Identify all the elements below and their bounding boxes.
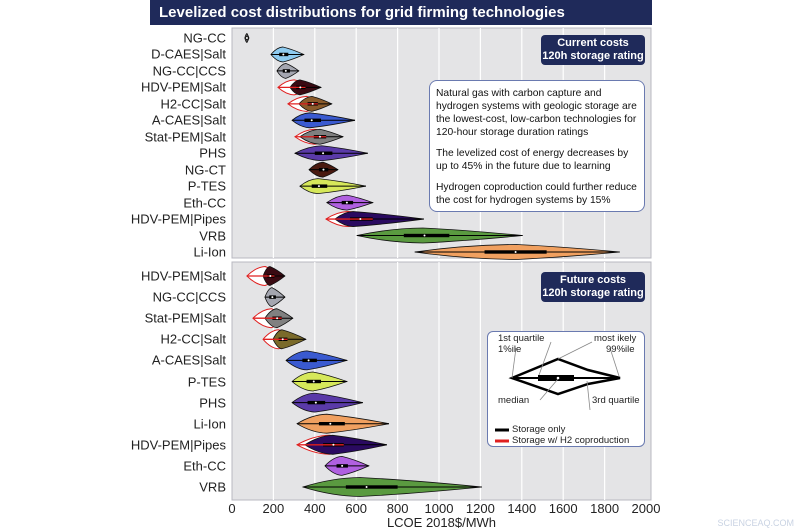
iqr-bar: [403, 233, 450, 238]
median-dot: [341, 464, 344, 467]
median-dot: [365, 486, 368, 488]
category-label: NG-CC|CCS: [152, 63, 226, 79]
median-dot: [269, 275, 272, 277]
category-label: HDV-PEM|Salt: [140, 268, 226, 284]
category-label: A-CAES|Salt: [151, 112, 226, 128]
legend-label-q3: 3rd quartile: [592, 395, 640, 406]
median-dot: [318, 135, 321, 138]
category-label: HDV-PEM|Pipes: [130, 211, 226, 227]
median-dot: [312, 380, 315, 383]
category-label: Stat-PEM|Salt: [144, 310, 226, 326]
median-dot: [322, 168, 325, 171]
x-tick-label: 1200: [465, 501, 495, 516]
legend-label-p1: 1%ile: [498, 344, 522, 355]
median-dot: [322, 152, 325, 155]
panel-label-line2: 120h storage rating: [542, 50, 644, 62]
x-tick-label: 1000: [424, 501, 454, 516]
future-costs-badge: Future costs 120h storage rating: [541, 272, 645, 302]
iqr-bar: [345, 485, 398, 489]
legend-median-dot: [556, 376, 560, 380]
median-dot: [281, 338, 284, 341]
category-label: VRB: [199, 479, 226, 495]
legend-label-q1: 1st quartile: [498, 333, 545, 344]
iqr-bar: [318, 422, 345, 426]
x-tick-label: 400: [303, 501, 326, 516]
x-tick-label: 200: [262, 501, 285, 516]
panel-label-line2: 120h storage rating: [542, 287, 644, 299]
annotation-2: The levelized cost of energy decreases b…: [436, 148, 629, 172]
legend-entry-h2-coproduction: Storage w/ H2 coproduction: [512, 435, 630, 446]
category-label: Eth-CC: [183, 195, 226, 211]
category-label: Li-Ion: [193, 416, 226, 432]
legend-iqr-bar: [538, 375, 574, 381]
current-costs-badge: Current costs 120h storage rating: [541, 35, 645, 65]
legend-entry-storage-only: Storage only: [512, 424, 566, 435]
annotation-1: Natural gas with carbon capture and hydr…: [436, 88, 637, 138]
median-dot: [423, 234, 426, 237]
median-dot: [311, 102, 314, 105]
category-label: D-CAES|Salt: [151, 46, 226, 62]
median-dot: [310, 119, 313, 122]
median-dot: [314, 401, 317, 404]
median-dot: [307, 359, 310, 362]
x-tick-label: 1400: [507, 501, 537, 516]
median-dot: [276, 317, 279, 320]
category-label: H2-CC|Salt: [160, 96, 226, 112]
category-label: PHS: [199, 145, 226, 161]
median-dot: [245, 37, 248, 39]
iqr-bar: [302, 358, 317, 363]
iqr-bar: [304, 118, 322, 122]
legend-violin-diagram: [495, 341, 621, 443]
x-tick-label: 800: [386, 501, 409, 516]
median-dot: [514, 250, 517, 253]
median-dot: [282, 53, 285, 56]
x-axis-label: LCOE 2018$/MWh: [386, 515, 497, 530]
x-tick-label: 1800: [590, 501, 620, 516]
category-label: HDV-PEM|Pipes: [130, 437, 226, 453]
category-label: A-CAES|Salt: [151, 352, 226, 368]
category-label: PHS: [199, 395, 226, 411]
median-dot: [271, 296, 274, 299]
x-tick-label: 600: [345, 501, 368, 516]
panel-label-line1: Current costs: [557, 37, 629, 49]
median-dot: [345, 201, 348, 204]
category-label: NG-CC: [183, 30, 226, 46]
category-label: NG-CT: [184, 162, 226, 178]
legend: 1st quartile most ikely 1%ile 99%ile med…: [487, 331, 645, 447]
x-tick-label: 2000: [631, 501, 661, 516]
category-label: P-TES: [187, 178, 226, 194]
watermark: SCIENCEAQ.COM: [717, 518, 794, 528]
category-label: H2-CC|Salt: [160, 331, 226, 347]
category-label: Li-Ion: [193, 244, 226, 260]
legend-label-median: median: [498, 395, 530, 406]
panel-label-line1: Future costs: [559, 274, 626, 286]
median-dot: [332, 443, 335, 446]
category-label: HDV-PEM|Salt: [140, 79, 226, 95]
median-dot: [284, 69, 287, 72]
median-dot: [299, 86, 302, 89]
median-dot: [317, 185, 320, 188]
category-label: Eth-CC: [183, 458, 226, 474]
x-tick-label: 1600: [548, 501, 578, 516]
annotation-box: Natural gas with carbon capture and hydr…: [429, 80, 645, 212]
category-label: Stat-PEM|Salt: [144, 129, 226, 145]
category-label: NG-CC|CCS: [152, 289, 226, 305]
category-label: VRB: [199, 228, 226, 244]
category-label: P-TES: [187, 374, 226, 389]
median-dot: [359, 218, 362, 221]
figure-title: Levelized cost distributions for grid fi…: [150, 0, 652, 25]
legend-label-mode: most ikely: [594, 333, 637, 344]
median-dot: [329, 422, 332, 425]
annotation-3: Hydrogen coproduction could further redu…: [436, 182, 637, 206]
x-tick-label: 0: [228, 501, 236, 516]
legend-label-p99: 99%ile: [606, 344, 635, 355]
